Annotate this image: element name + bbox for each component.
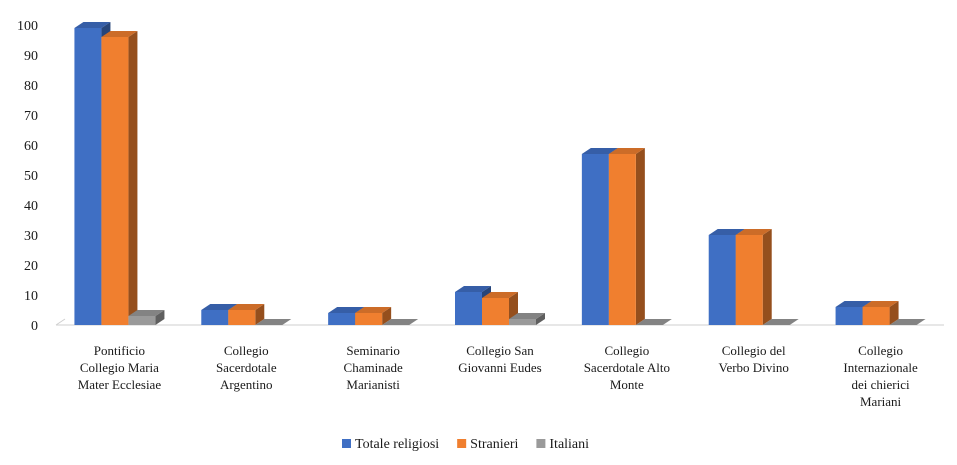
bar-top <box>862 301 899 307</box>
bar <box>128 316 156 325</box>
x-category-label: Collegio del Verbo Divino <box>719 343 789 375</box>
bar-side <box>155 310 165 325</box>
bar-top <box>74 22 111 28</box>
bar-side <box>128 31 138 325</box>
bar <box>735 235 763 325</box>
x-category-label-line: Argentino <box>220 377 272 392</box>
bar-top <box>482 292 518 298</box>
x-category-label-line: Verbo Divino <box>719 360 789 375</box>
y-tick-label: 100 <box>17 19 38 34</box>
bar <box>708 235 736 325</box>
bar <box>74 28 102 325</box>
bar-side <box>762 229 772 325</box>
x-category-label: Pontificio Collegio Maria Mater Ecclesiae <box>78 343 162 392</box>
bar-top <box>455 286 491 292</box>
x-category-label-line: Monte <box>610 377 644 392</box>
bar <box>581 154 609 325</box>
bar-side <box>635 148 645 325</box>
bar-top <box>835 301 872 307</box>
legend-label: Stranieri <box>470 437 518 452</box>
bar <box>835 307 863 325</box>
bar-top <box>228 304 265 310</box>
x-category-label-line: Seminario <box>346 343 399 358</box>
bar-top <box>328 307 365 313</box>
y-tick-label: 10 <box>24 289 38 304</box>
bar-top <box>128 310 165 316</box>
bar-top <box>762 319 799 325</box>
y-tick-label: 0 <box>31 319 38 334</box>
x-category-label-line: Pontificio <box>94 343 145 358</box>
y-tick-label: 60 <box>24 139 38 154</box>
x-category-label-line: Giovanni Eudes <box>458 360 541 375</box>
bar-top <box>708 229 745 235</box>
bar <box>608 154 636 325</box>
bar-top <box>635 319 672 325</box>
bar-top <box>509 313 545 319</box>
x-category-label-line: dei chierici <box>852 377 910 392</box>
bar-top <box>101 31 138 37</box>
x-category-label: Collegio San Giovanni Eudes <box>458 343 541 375</box>
x-category-label: Collegio Internazionale dei chierici Marian… <box>843 343 918 409</box>
bar <box>355 313 383 325</box>
bar <box>101 37 129 325</box>
bar <box>455 292 482 325</box>
bar <box>862 307 890 325</box>
bar-top <box>355 307 392 313</box>
y-tick-label: 30 <box>24 229 38 244</box>
x-category-label-line: Collegio del <box>722 343 786 358</box>
x-category-label-line: Collegio San <box>466 343 534 358</box>
x-category-label-line: Marianisti <box>346 377 400 392</box>
x-category-label-line: Chaminade <box>344 360 403 375</box>
bar <box>482 298 509 325</box>
x-category-label: Collegio Sacerdotale Alto Monte <box>584 343 670 392</box>
legend-label: Italiani <box>549 437 589 452</box>
bar-top <box>889 319 926 325</box>
bar <box>328 313 356 325</box>
x-category-label: Collegio Sacerdotale Argentino <box>216 343 277 392</box>
bar-side <box>536 313 545 325</box>
bar-top <box>608 148 645 154</box>
bar-top <box>382 319 419 325</box>
bar-side <box>889 301 899 325</box>
legend-swatch <box>536 439 546 448</box>
bar-side <box>255 304 265 325</box>
bar-top <box>735 229 772 235</box>
x-category-label-line: Mariani <box>860 394 902 409</box>
y-tick-label: 90 <box>24 49 38 64</box>
legend-swatch <box>457 439 467 448</box>
x-category-label-line: Collegio <box>224 343 269 358</box>
x-category-label-line: Internazionale <box>843 360 918 375</box>
x-axis-depth-edge <box>55 318 66 326</box>
bar-top <box>581 148 618 154</box>
y-tick-label: 80 <box>24 79 38 94</box>
x-category-label-line: Sacerdotale <box>216 360 277 375</box>
y-tick-label: 50 <box>24 169 38 184</box>
bar <box>509 319 536 325</box>
bar-top <box>201 304 238 310</box>
x-category-label-line: Collegio <box>604 343 649 358</box>
legend-label: Totale religiosi <box>355 437 439 452</box>
bar <box>201 310 229 325</box>
x-category-label-line: Sacerdotale Alto <box>584 360 670 375</box>
y-tick-label: 70 <box>24 109 38 124</box>
y-tick-label: 20 <box>24 259 38 274</box>
x-category-label-line: Collegio Maria <box>80 360 159 375</box>
y-tick-label: 40 <box>24 199 38 214</box>
x-category-label: Seminario Chaminade Marianisti <box>344 343 403 392</box>
legend-swatch <box>342 439 351 448</box>
bar <box>228 310 256 325</box>
bar-top <box>255 319 292 325</box>
x-category-label-line: Collegio <box>858 343 903 358</box>
x-category-label-line: Mater Ecclesiae <box>78 377 162 392</box>
